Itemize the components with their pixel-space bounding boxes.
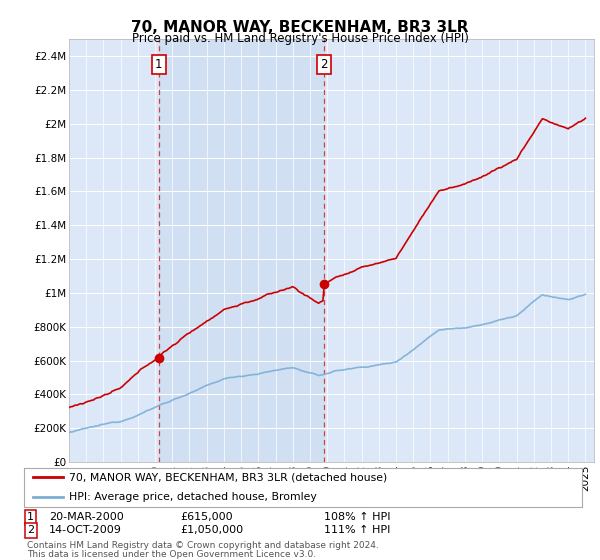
Text: 1: 1: [27, 512, 34, 522]
Text: 111% ↑ HPI: 111% ↑ HPI: [324, 525, 391, 535]
Text: 108% ↑ HPI: 108% ↑ HPI: [324, 512, 391, 522]
Text: HPI: Average price, detached house, Bromley: HPI: Average price, detached house, Brom…: [69, 492, 317, 502]
Text: 70, MANOR WAY, BECKENHAM, BR3 3LR (detached house): 70, MANOR WAY, BECKENHAM, BR3 3LR (detac…: [69, 472, 387, 482]
Text: 2: 2: [320, 58, 328, 71]
Text: 70, MANOR WAY, BECKENHAM, BR3 3LR: 70, MANOR WAY, BECKENHAM, BR3 3LR: [131, 20, 469, 35]
Text: 20-MAR-2000: 20-MAR-2000: [49, 512, 124, 522]
Text: 1: 1: [155, 58, 163, 71]
Text: £615,000: £615,000: [180, 512, 233, 522]
Text: Price paid vs. HM Land Registry's House Price Index (HPI): Price paid vs. HM Land Registry's House …: [131, 32, 469, 45]
Text: £1,050,000: £1,050,000: [180, 525, 243, 535]
Text: 2: 2: [27, 525, 34, 535]
Text: Contains HM Land Registry data © Crown copyright and database right 2024.: Contains HM Land Registry data © Crown c…: [27, 542, 379, 550]
Text: This data is licensed under the Open Government Licence v3.0.: This data is licensed under the Open Gov…: [27, 550, 316, 559]
Bar: [159, 39, 323, 462]
Text: 14-OCT-2009: 14-OCT-2009: [49, 525, 122, 535]
